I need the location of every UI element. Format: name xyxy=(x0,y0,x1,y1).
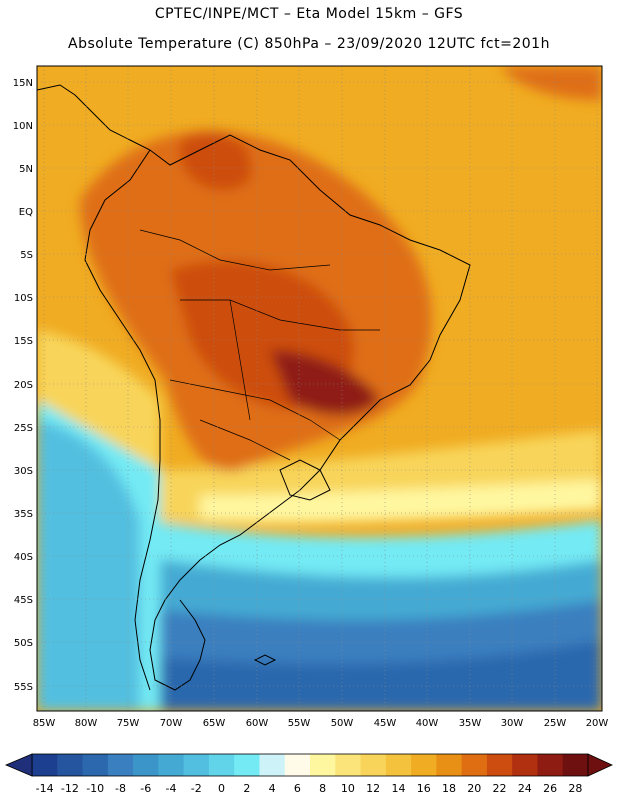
lon-label: 35W xyxy=(459,718,482,729)
legend-swatch xyxy=(385,754,412,776)
legend-tick-label: -12 xyxy=(61,782,79,795)
legend-swatch xyxy=(234,754,260,776)
lat-label: 5N xyxy=(19,164,33,175)
legend-tick-label: 28 xyxy=(568,782,582,795)
map-frame xyxy=(36,65,603,712)
lon-label: 25W xyxy=(544,718,567,729)
lon-label: 20W xyxy=(586,718,609,729)
lon-label: 55W xyxy=(288,718,311,729)
legend-tick-labels: -14 -12 -10 -8 -6 -4 -2 0 2 4 6 8 10 12 14 16 18 20 22 24 26… xyxy=(36,782,583,795)
lat-label: 55S xyxy=(14,682,33,693)
lon-label: 80W xyxy=(75,718,98,729)
lon-label: 75W xyxy=(117,718,140,729)
legend-swatch xyxy=(486,754,513,776)
legend-swatch xyxy=(461,754,488,776)
legend-tick-label: 12 xyxy=(366,782,380,795)
legend-swatch xyxy=(259,754,286,776)
lat-label: 10N xyxy=(13,121,33,132)
map-title-line-1: CPTEC/INPE/MCT – Eta Model 15km – GFS xyxy=(154,6,464,22)
legend-min-arrow xyxy=(4,753,33,777)
lon-label: 40W xyxy=(416,718,439,729)
lon-label: 50W xyxy=(331,718,354,729)
legend-swatch xyxy=(183,754,210,776)
legend-tick-label: -4 xyxy=(166,782,177,795)
legend-swatch xyxy=(411,754,437,776)
lon-label: 60W xyxy=(246,718,269,729)
legend-swatches xyxy=(31,753,589,777)
color-legend: -14 -12 -10 -8 -6 -4 -2 0 2 4 6 8 10 12 14 16 18 20 22 24 26… xyxy=(4,753,613,795)
lon-label: 65W xyxy=(203,718,226,729)
map-title-line-2: Absolute Temperature (C) 850hPa – 23/09/… xyxy=(68,36,550,52)
legend-tick-label: 8 xyxy=(319,782,326,795)
lat-label: 45S xyxy=(14,595,33,606)
lat-label: 30S xyxy=(14,466,33,477)
legend-swatch xyxy=(310,754,336,776)
legend-swatch xyxy=(512,754,538,776)
legend-tick-label: 16 xyxy=(417,782,431,795)
lon-label: 85W xyxy=(33,718,56,729)
legend-swatch xyxy=(208,754,235,776)
lat-label: 10S xyxy=(14,293,33,304)
lat-label: 5S xyxy=(20,250,33,261)
legend-tick-label: 14 xyxy=(391,782,405,795)
country-borders xyxy=(139,229,380,461)
longitude-labels: 85W 80W 75W 70W 65W 60W 55W 50W 45W 40W … xyxy=(33,718,609,729)
legend-swatch xyxy=(32,754,58,776)
legend-tick-label: -14 xyxy=(36,782,54,795)
legend-tick-label: 22 xyxy=(493,782,507,795)
lon-label: 45W xyxy=(374,718,397,729)
legend-tick-label: -8 xyxy=(115,782,126,795)
lat-label: 20S xyxy=(14,380,33,391)
latitude-labels: 15N 10N 5N EQ 5S 10S 15S 20S 25S 30S 35S… xyxy=(13,78,33,693)
lon-label: 70W xyxy=(160,718,183,729)
legend-swatch xyxy=(562,754,589,776)
legend-swatch xyxy=(107,754,134,776)
legend-tick-label: -6 xyxy=(140,782,151,795)
temperature-map: 15N 10N 5N EQ 5S 10S 15S 20S 25S 30S 35S… xyxy=(13,65,609,729)
lat-label: 50S xyxy=(14,638,33,649)
legend-tick-label: 24 xyxy=(518,782,532,795)
legend-tick-label: 6 xyxy=(294,782,301,795)
legend-swatch xyxy=(284,754,311,776)
legend-swatch xyxy=(537,754,564,776)
legend-swatch xyxy=(335,754,362,776)
legend-tick-label: -2 xyxy=(191,782,202,795)
coastline xyxy=(36,84,471,691)
legend-swatch xyxy=(82,754,109,776)
legend-tick-label: -10 xyxy=(86,782,104,795)
legend-swatch xyxy=(436,754,463,776)
legend-tick-label: 2 xyxy=(243,782,250,795)
legend-swatch xyxy=(57,754,84,776)
lon-label: 30W xyxy=(501,718,524,729)
legend-tick-label: 26 xyxy=(543,782,557,795)
lat-label: EQ xyxy=(19,207,33,218)
temperature-field xyxy=(37,66,602,711)
lat-label: 35S xyxy=(14,509,33,520)
lat-label: 25S xyxy=(14,423,33,434)
lat-label: 15N xyxy=(13,78,33,89)
legend-swatch xyxy=(133,754,159,776)
lat-label: 40S xyxy=(14,552,33,563)
legend-tick-label: 20 xyxy=(467,782,481,795)
legend-tick-label: 4 xyxy=(269,782,276,795)
lat-label: 15S xyxy=(14,336,33,347)
legend-max-arrow xyxy=(587,753,613,777)
legend-swatch xyxy=(360,754,387,776)
legend-swatch xyxy=(158,754,185,776)
legend-tick-label: 10 xyxy=(341,782,355,795)
legend-tick-label: 18 xyxy=(442,782,456,795)
legend-tick-label: 0 xyxy=(218,782,225,795)
